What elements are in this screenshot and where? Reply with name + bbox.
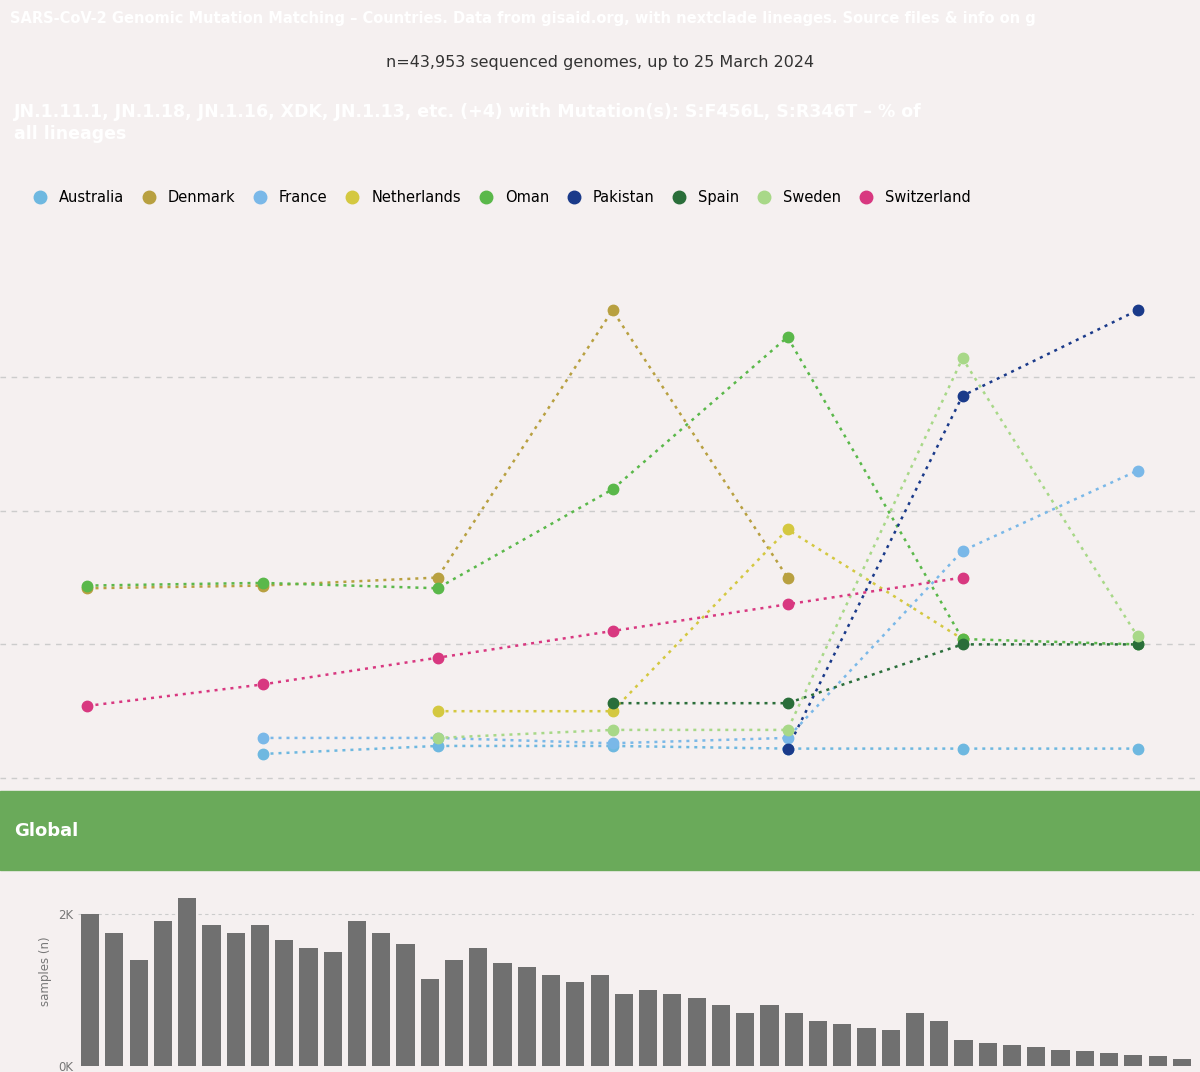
Bar bbox=[0, 791, 1200, 870]
Text: n=43,953 sequenced genomes, up to 25 March 2024: n=43,953 sequenced genomes, up to 25 Mar… bbox=[386, 56, 814, 71]
Legend: Australia, Denmark, France, Netherlands, Oman, Pakistan, Spain, Sweden, Switzerl: Australia, Denmark, France, Netherlands,… bbox=[19, 184, 977, 211]
Text: SARS-CoV-2 Genomic Mutation Matching – Countries. Data from gisaid.org, with nex: SARS-CoV-2 Genomic Mutation Matching – C… bbox=[10, 11, 1036, 26]
Text: Global: Global bbox=[14, 821, 79, 839]
Text: JN.1.11.1, JN.1.18, JN.1.16, XDK, JN.1.13, etc. (+4) with Mutation(s): S:F456L, : JN.1.11.1, JN.1.18, JN.1.16, XDK, JN.1.1… bbox=[14, 103, 922, 144]
